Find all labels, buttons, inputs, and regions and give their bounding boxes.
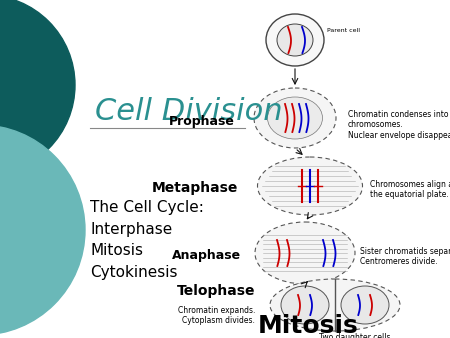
Text: Sister chromatids separate.
Centromeres divide.: Sister chromatids separate. Centromeres … [360, 247, 450, 266]
Circle shape [0, 0, 75, 175]
Text: Metaphase: Metaphase [152, 181, 238, 195]
Text: Cell Division: Cell Division [95, 97, 283, 126]
Ellipse shape [254, 88, 336, 148]
Circle shape [0, 125, 85, 335]
Text: Two daughter cells: Two daughter cells [319, 333, 391, 338]
Text: Chromatin expands.
Cytoplasm divides.: Chromatin expands. Cytoplasm divides. [178, 306, 255, 325]
Text: Parent cell: Parent cell [327, 27, 360, 32]
Ellipse shape [270, 279, 400, 331]
Text: Mitosis: Mitosis [258, 314, 359, 338]
Ellipse shape [277, 24, 313, 56]
Ellipse shape [341, 286, 389, 324]
Text: The Cell Cycle:
Interphase
Mitosis
Cytokinesis: The Cell Cycle: Interphase Mitosis Cytok… [90, 200, 204, 280]
Text: Chromatin condenses into
chromosomes.
Nuclear envelope disappears: Chromatin condenses into chromosomes. Nu… [348, 110, 450, 140]
Text: Anaphase: Anaphase [172, 248, 241, 262]
Ellipse shape [267, 97, 323, 139]
Ellipse shape [281, 286, 329, 324]
Ellipse shape [257, 157, 363, 215]
Text: Telophase: Telophase [176, 284, 255, 298]
Text: Chromosomes align at
the equatorial plate.: Chromosomes align at the equatorial plat… [370, 180, 450, 199]
Ellipse shape [255, 222, 355, 284]
Ellipse shape [266, 14, 324, 66]
Text: Prophase: Prophase [169, 115, 235, 127]
